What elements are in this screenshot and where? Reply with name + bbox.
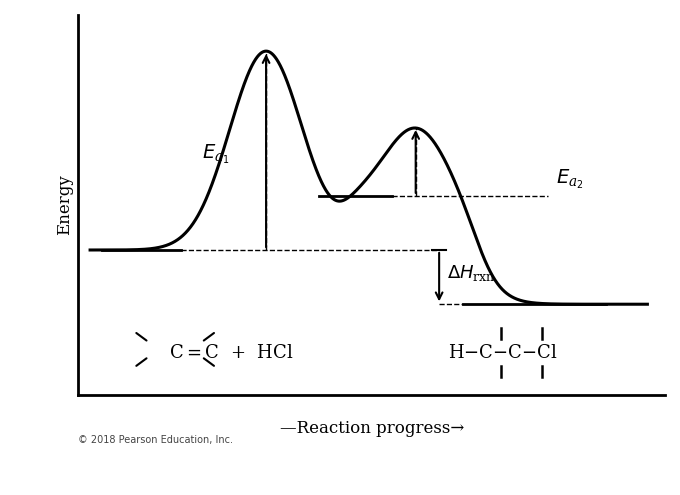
Y-axis label: Energy: Energy	[56, 174, 73, 235]
Text: C$=$C  +  HCl: C$=$C + HCl	[169, 344, 294, 362]
Text: $E_{\mathregular{a}_1}$: $E_{\mathregular{a}_1}$	[203, 143, 230, 166]
Text: © 2018 Pearson Education, Inc.: © 2018 Pearson Education, Inc.	[78, 435, 233, 445]
Text: H$-$C$-$C$-$Cl: H$-$C$-$C$-$Cl	[448, 344, 558, 362]
Text: —Reaction progress→: —Reaction progress→	[279, 420, 464, 437]
Text: $\Delta H_{\mathregular{rxn}}$: $\Delta H_{\mathregular{rxn}}$	[447, 263, 496, 284]
Text: $E_{\mathregular{a}_2}$: $E_{\mathregular{a}_2}$	[556, 168, 584, 191]
